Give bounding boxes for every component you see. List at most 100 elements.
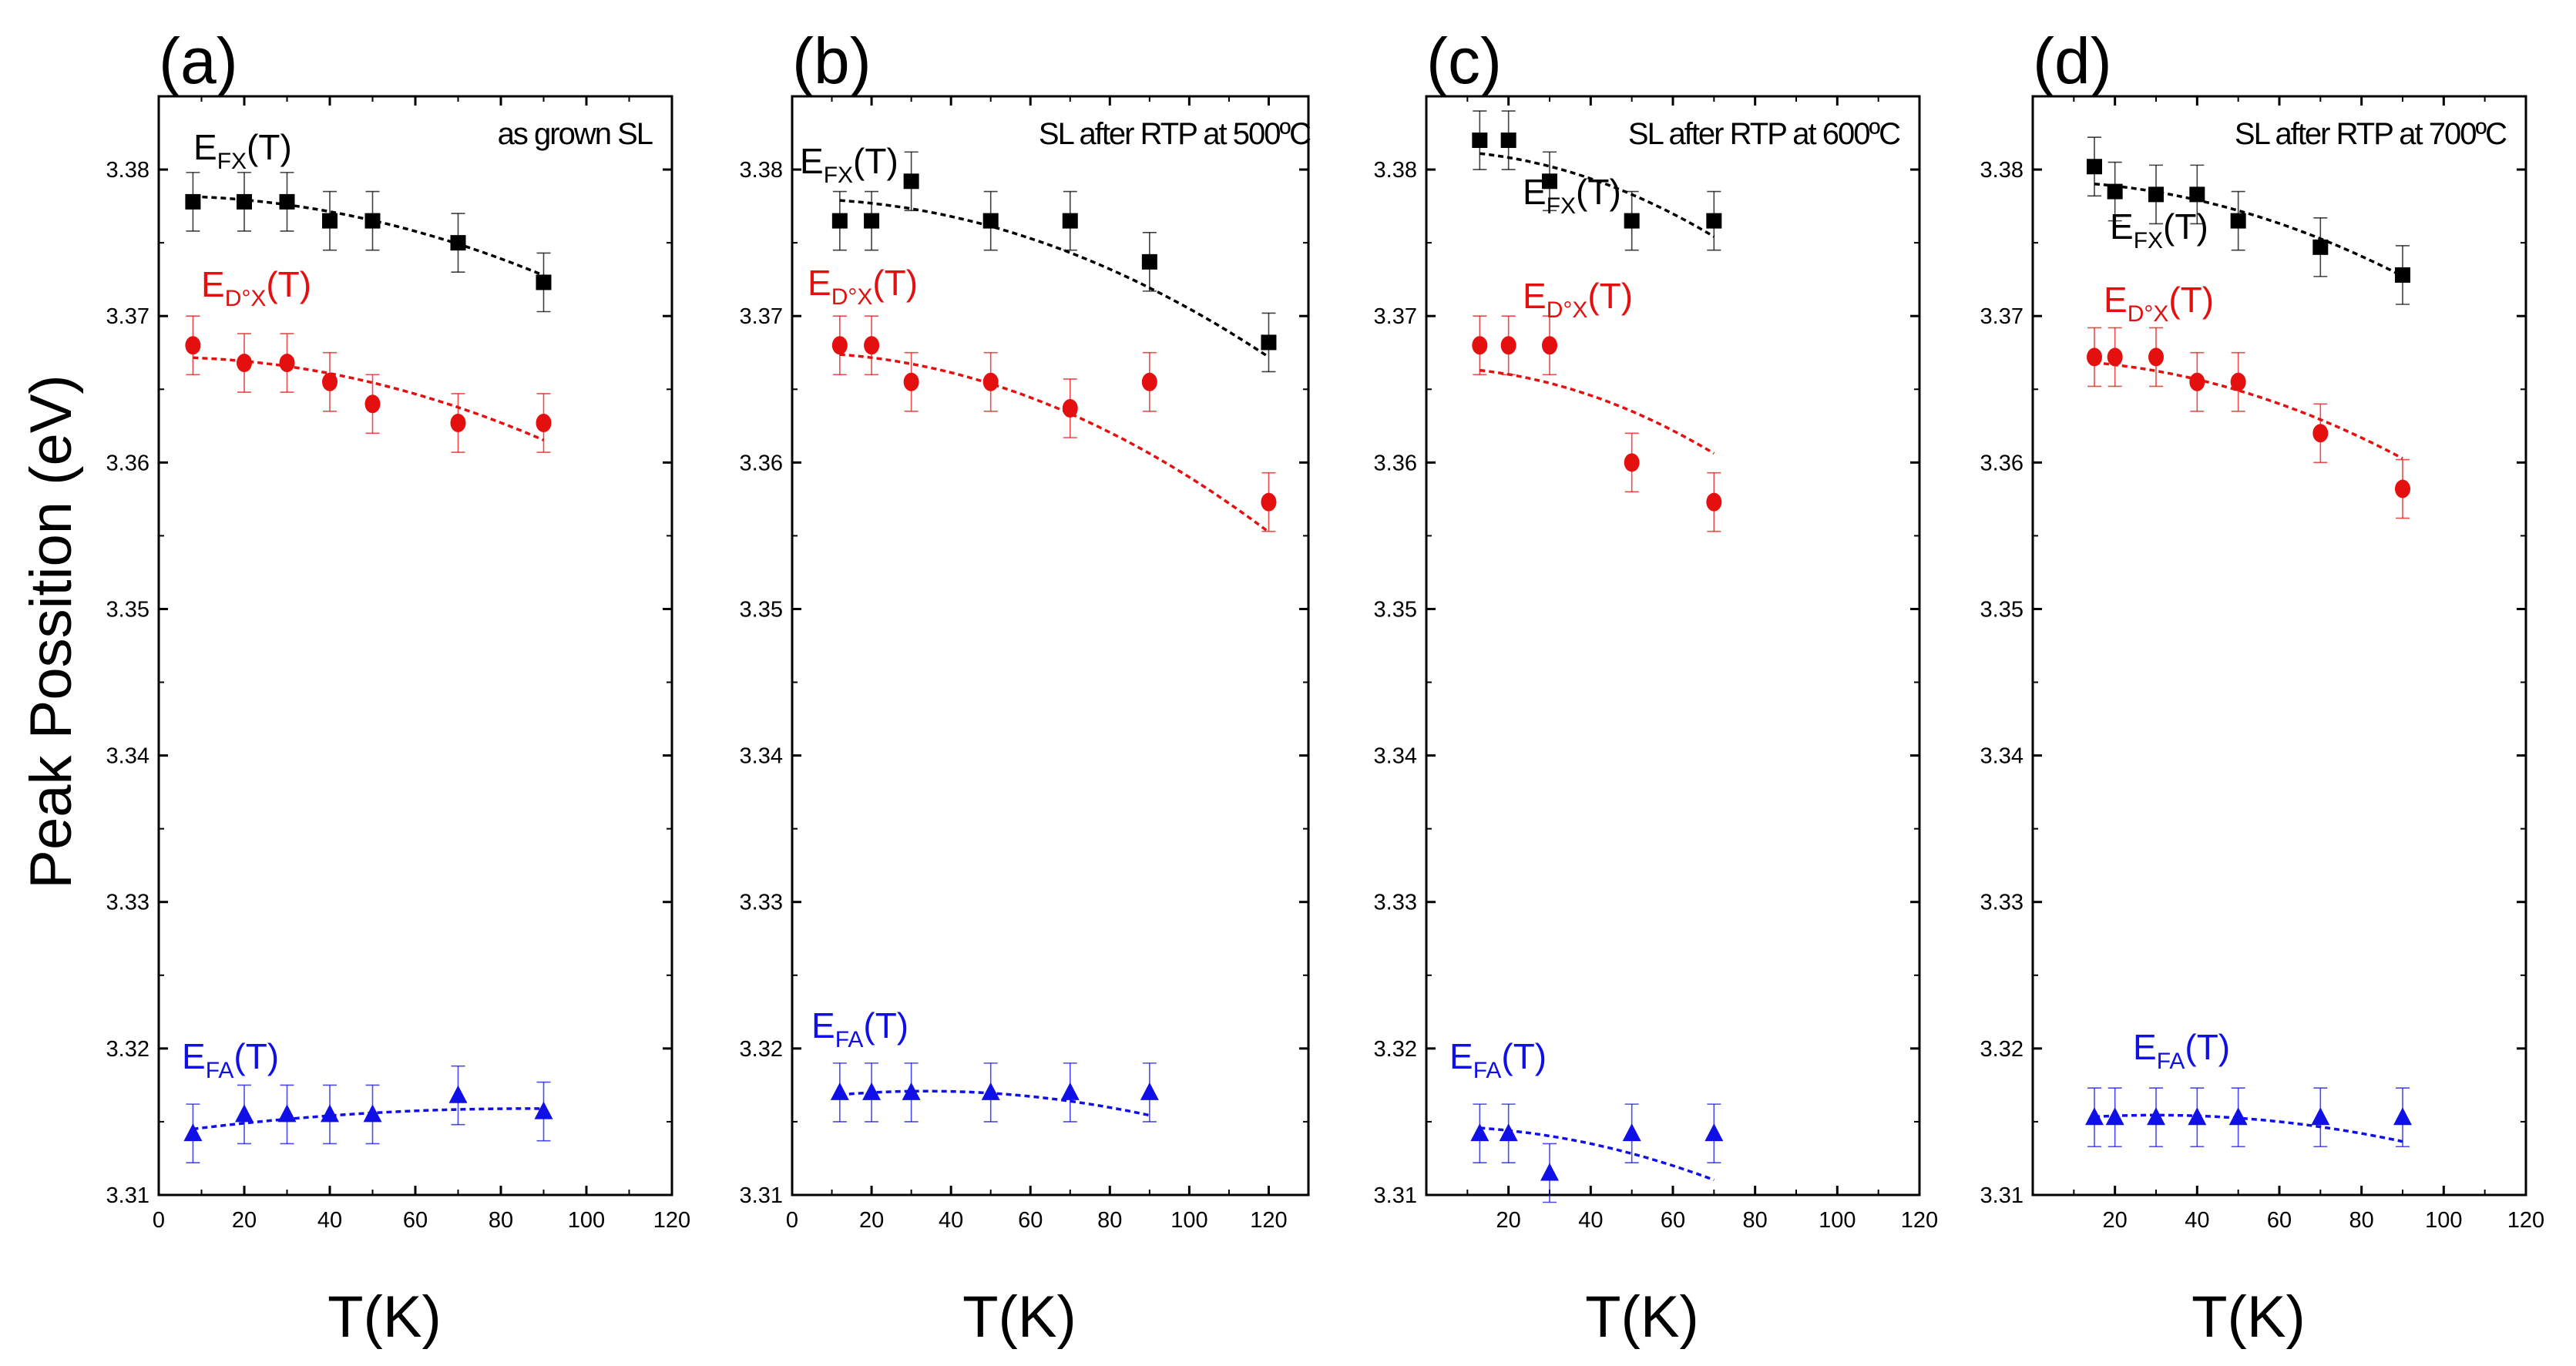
data-point-square [185,193,201,210]
y-tick-label: 3.31 [1980,1183,2024,1208]
y-tick-label: 3.33 [1980,891,2024,915]
data-point-triangle [1499,1123,1518,1142]
plot-frame [791,95,1310,1197]
data-point-circle [903,372,919,391]
y-tick-label: 3.34 [1980,744,2024,769]
series-fx: EFX(T) [2087,136,2410,305]
data-point-square [322,213,338,229]
data-point-circle [2230,372,2246,391]
data-point-triangle [2311,1107,2330,1126]
x-tick-label: 20 [2103,1208,2128,1233]
y-tick-label: 3.32 [740,1037,783,1062]
x-axis-label: T(K) [962,1284,1076,1350]
data-point-circle [1062,398,1078,418]
series-label: EFA(T) [182,1036,279,1083]
fit-curve [2094,361,2403,460]
data-point-triangle [1622,1123,1641,1142]
data-point-circle [2107,347,2123,367]
y-tick-label: 3.32 [1374,1037,1417,1062]
series-label: EFX(T) [2110,206,2208,253]
y-tick-label: 3.35 [1374,597,1417,622]
y-tick-label: 3.35 [740,597,783,622]
series-dx: ED°X(T) [2087,280,2410,519]
data-point-triangle [1060,1082,1080,1100]
x-tick-label: 20 [232,1208,257,1233]
x-tick-label: 0 [153,1208,165,1233]
data-point-triangle [2105,1107,2124,1126]
panel-letter: (b) [792,25,872,97]
series-label: EFX(T) [800,141,898,188]
series-fa: EFA(T) [2085,1027,2412,1148]
data-point-square [2087,159,2102,175]
x-tick-label: 20 [1496,1208,1521,1233]
data-point-square [364,213,381,229]
data-point-circle [450,413,466,432]
y-tick-label: 3.36 [740,451,783,475]
y-tick-label: 3.33 [740,891,783,915]
y-tick-label: 3.31 [740,1183,783,1208]
y-tick-label: 3.36 [106,451,149,475]
fit-curve [2094,182,2403,278]
x-tick-label: 100 [2425,1208,2462,1233]
data-point-circle [2148,347,2164,367]
series-dx: ED°X(T) [185,264,552,453]
x-tick-label: 60 [1018,1208,1043,1233]
x-tick-label: 80 [1743,1208,1768,1233]
data-point-circle [982,372,999,391]
series-label: ED°X(T) [2104,280,2214,327]
panels-group: 3.31 3.32 3.33 3.34 3.35 3.36 3.37 3.38 0 20 40 60 8… [106,25,2545,1350]
y-tick-label: 3.34 [1374,744,1417,769]
data-point-triangle [862,1082,882,1100]
y-tick-label: 3.32 [106,1037,149,1062]
series-label: ED°X(T) [1523,276,1633,323]
data-point-circle [279,354,295,373]
series-label: ED°X(T) [808,263,918,310]
fit-curve [1479,368,1715,455]
y-tick-label: 3.38 [106,158,149,183]
y-axis-label: Peak Possition (eV) [18,374,84,888]
series-fx: EFX(T) [1472,110,1722,251]
data-point-square [1542,173,1557,190]
x-axis-label: T(K) [1585,1284,1699,1350]
x-tick-label: 100 [568,1208,605,1233]
data-point-circle [864,336,880,355]
data-point-circle [2395,479,2410,498]
data-point-triangle [1140,1082,1159,1100]
data-point-square [2107,183,2123,200]
data-point-triangle [2147,1107,2165,1126]
series-label: EFX(T) [193,127,292,174]
data-point-square [2230,213,2246,229]
data-point-circle [364,394,381,414]
data-point-circle [185,336,201,355]
fit-curve [1479,152,1715,238]
y-tick-label: 3.31 [106,1183,149,1208]
panel-letter: (c) [1426,25,1502,97]
data-point-circle [1624,453,1640,472]
x-tick-label: 80 [489,1208,513,1233]
data-point-circle [2087,347,2102,367]
data-point-triangle [2188,1107,2207,1126]
series-label: ED°X(T) [201,264,311,311]
y-tick-label: 3.35 [1980,597,2024,622]
y-tick-label: 3.37 [1374,304,1417,329]
fit-curve [1479,1126,1715,1182]
data-point-square [1624,213,1640,229]
data-point-triangle [1470,1123,1490,1142]
y-tick-label: 3.35 [106,597,149,622]
series-label: EFX(T) [1523,172,1621,219]
data-point-circle [322,372,338,391]
x-tick-label: 120 [1901,1208,1938,1233]
data-point-triangle [235,1104,254,1123]
data-point-square [864,213,880,229]
data-point-square [536,274,552,290]
series-fx: EFX(T) [800,141,1277,373]
panel-c: 3.31 3.32 3.33 3.34 3.35 3.36 3.37 3.38 20 40 60 80… [1374,25,1939,1350]
data-point-triangle [981,1082,1000,1100]
data-point-square [279,193,295,210]
y-tick-label: 3.34 [740,744,783,769]
data-point-circle [1261,492,1277,512]
data-point-triangle [2393,1107,2412,1126]
data-point-square [1706,213,1722,229]
data-point-triangle [2085,1107,2104,1126]
data-point-triangle [321,1104,339,1123]
